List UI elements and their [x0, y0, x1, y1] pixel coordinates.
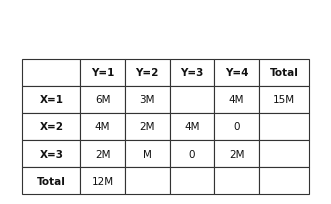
Text: Total: Total [37, 176, 66, 186]
Bar [125, 86, 169, 113]
Bar [80, 140, 125, 167]
Bar [214, 60, 259, 86]
Text: 0: 0 [233, 122, 240, 132]
Text: M: M [143, 149, 152, 159]
Bar [23, 113, 80, 140]
Bar [23, 60, 80, 86]
Text: Total: Total [269, 68, 298, 78]
Text: 2M: 2M [229, 149, 244, 159]
Text: X=2: X=2 [39, 122, 63, 132]
Bar [80, 113, 125, 140]
Bar [214, 167, 259, 194]
Bar [214, 113, 259, 140]
Bar [23, 167, 80, 194]
Text: 2M: 2M [140, 122, 155, 132]
Text: Y=4: Y=4 [225, 68, 248, 78]
Bar [259, 86, 309, 113]
Text: 4M: 4M [229, 95, 244, 105]
Bar [80, 86, 125, 113]
Bar [169, 167, 214, 194]
Bar [259, 113, 309, 140]
Text: 2M: 2M [95, 149, 110, 159]
Bar [214, 140, 259, 167]
Bar [125, 60, 169, 86]
Text: 3M: 3M [140, 95, 155, 105]
Text: The Joint Probability table is shown below: The Joint Probability table is shown bel… [13, 13, 318, 28]
Bar [169, 113, 214, 140]
Text: Y=2: Y=2 [136, 68, 159, 78]
Text: 4M: 4M [184, 122, 200, 132]
Text: X=3: X=3 [39, 149, 63, 159]
Bar [23, 86, 80, 113]
Bar [169, 140, 214, 167]
Text: Y=1: Y=1 [91, 68, 114, 78]
Bar [169, 60, 214, 86]
Text: 12M: 12M [92, 176, 114, 186]
Text: Y=3: Y=3 [180, 68, 204, 78]
Bar [259, 60, 309, 86]
Bar [125, 113, 169, 140]
Bar [80, 60, 125, 86]
Text: 4M: 4M [95, 122, 110, 132]
Text: 0: 0 [189, 149, 195, 159]
Bar [214, 86, 259, 113]
Bar [23, 140, 80, 167]
Bar [259, 167, 309, 194]
Bar [259, 140, 309, 167]
Text: 6M: 6M [95, 95, 110, 105]
Bar [169, 86, 214, 113]
Text: 15M: 15M [273, 95, 295, 105]
Bar [125, 140, 169, 167]
Bar [125, 167, 169, 194]
Text: X=1: X=1 [39, 95, 63, 105]
Bar [80, 167, 125, 194]
